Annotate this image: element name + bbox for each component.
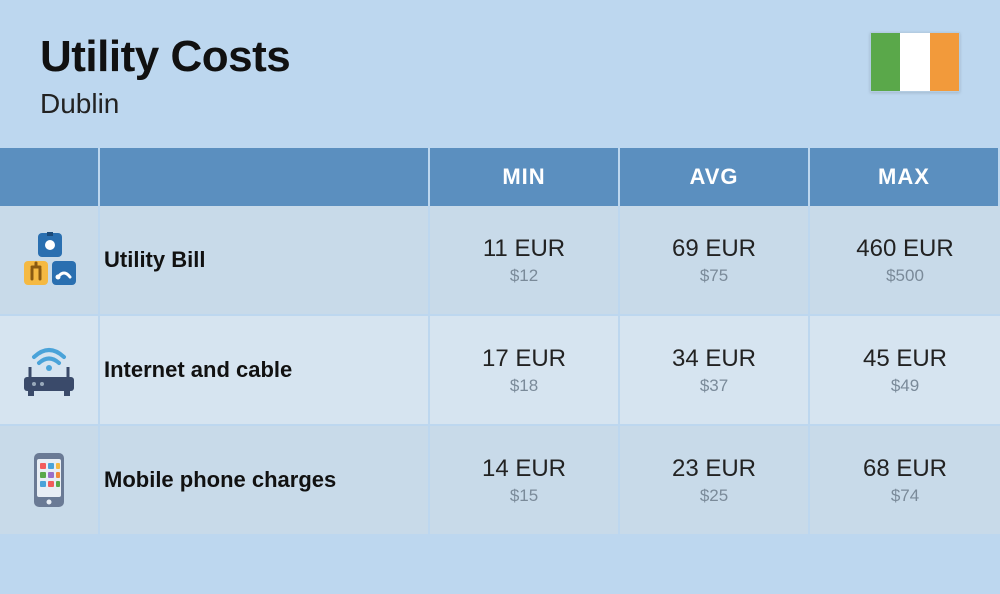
phone-icon	[18, 449, 80, 511]
table-cell: 14 EUR $15	[430, 426, 620, 536]
table-cell: 45 EUR $49	[810, 316, 1000, 426]
value-secondary: $18	[510, 376, 538, 396]
row-icon-cell	[0, 206, 100, 316]
value-primary: 11 EUR	[483, 235, 565, 263]
table-cell: 23 EUR $25	[620, 426, 810, 536]
value-secondary: $500	[886, 266, 924, 286]
table-header-min: MIN	[430, 148, 620, 206]
row-icon-cell	[0, 426, 100, 536]
table-cell: 460 EUR $500	[810, 206, 1000, 316]
value-primary: 23 EUR	[672, 455, 756, 483]
table-header-empty-1	[0, 148, 100, 206]
router-icon	[18, 339, 80, 401]
value-primary: 17 EUR	[482, 345, 566, 373]
value-secondary: $12	[510, 266, 538, 286]
table-cell: 11 EUR $12	[430, 206, 620, 316]
page-title: Utility Costs	[40, 32, 290, 82]
value-secondary: $49	[891, 376, 919, 396]
title-block: Utility Costs Dublin	[40, 32, 290, 120]
utility-icon	[18, 229, 80, 291]
table-cell: 68 EUR $74	[810, 426, 1000, 536]
value-primary: 45 EUR	[863, 345, 947, 373]
value-primary: 69 EUR	[672, 235, 756, 263]
value-primary: 14 EUR	[482, 455, 566, 483]
row-label: Mobile phone charges	[100, 426, 430, 536]
table-header-empty-2	[100, 148, 430, 206]
header: Utility Costs Dublin	[0, 0, 1000, 148]
value-primary: 460 EUR	[856, 235, 953, 263]
row-icon-cell	[0, 316, 100, 426]
value-secondary: $15	[510, 486, 538, 506]
value-secondary: $37	[700, 376, 728, 396]
table-cell: 17 EUR $18	[430, 316, 620, 426]
value-secondary: $75	[700, 266, 728, 286]
table-header-max: MAX	[810, 148, 1000, 206]
value-secondary: $25	[700, 486, 728, 506]
ireland-flag-icon	[870, 32, 960, 92]
flag-stripe-white	[900, 33, 929, 91]
table-cell: 69 EUR $75	[620, 206, 810, 316]
utility-cost-table: MIN AVG MAX Utility Bill 11 EUR $12 69 E…	[0, 148, 1000, 536]
value-primary: 34 EUR	[672, 345, 756, 373]
value-secondary: $74	[891, 486, 919, 506]
table-cell: 34 EUR $37	[620, 316, 810, 426]
table-header-avg: AVG	[620, 148, 810, 206]
row-label: Utility Bill	[100, 206, 430, 316]
value-primary: 68 EUR	[863, 455, 947, 483]
row-label: Internet and cable	[100, 316, 430, 426]
page-subtitle: Dublin	[40, 88, 290, 120]
flag-stripe-orange	[930, 33, 959, 91]
flag-stripe-green	[871, 33, 900, 91]
